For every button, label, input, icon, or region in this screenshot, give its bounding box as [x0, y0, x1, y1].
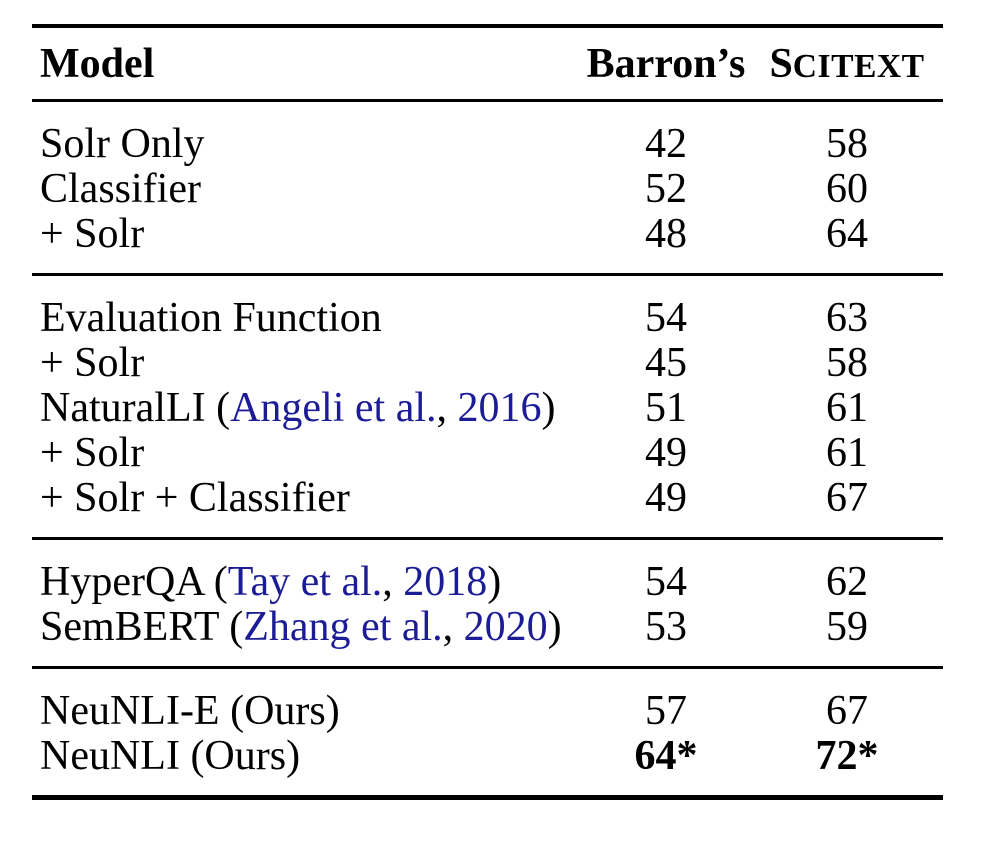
model-cell: Classifier	[32, 167, 581, 212]
barrons-score: 45	[645, 340, 687, 386]
table-row: + Solr 49 61	[32, 431, 943, 476]
model-text: ,	[436, 385, 448, 431]
citation-link[interactable]: Tay et al.	[227, 559, 383, 605]
citation-link[interactable]: Angeli et al.	[230, 385, 437, 431]
model-cell: + Solr + Classifier	[32, 476, 581, 521]
table-row: HyperQA (Tay et al., 2018) 54 62	[32, 560, 943, 605]
model-text: )	[547, 604, 562, 650]
table-row: Classifier 52 60	[32, 167, 943, 212]
scitext-header-initial: S	[769, 40, 793, 87]
scitext-score: 61	[826, 430, 868, 476]
barrons-score: 52	[645, 166, 687, 212]
model-cell: + Solr	[32, 212, 581, 257]
model-text: Classifier	[40, 166, 201, 212]
model-header-label: Model	[40, 40, 155, 87]
model-text: )	[541, 385, 556, 431]
model-text: HyperQA (	[40, 559, 228, 605]
citation-link[interactable]: 2016	[447, 385, 542, 431]
barrons-score: 42	[645, 121, 687, 167]
bottom-rule	[32, 795, 943, 800]
scitext-score: 62	[826, 559, 868, 605]
model-text: ,	[442, 604, 454, 650]
table-group: HyperQA (Tay et al., 2018) 54 62 SemBERT (Z…	[32, 540, 943, 666]
model-cell: NeuNLI (Ours)	[32, 734, 581, 779]
barrons-header-label: Barron’s	[586, 40, 746, 87]
model-text: + Solr	[40, 211, 145, 257]
model-text: + Solr	[40, 430, 145, 476]
table-row: NaturalLI (Angeli et al., 2016) 51 61	[32, 386, 943, 431]
table-row: SemBERT (Zhang et al., 2020) 53 59	[32, 605, 943, 650]
model-text: NeuNLI-E (Ours)	[40, 688, 340, 734]
model-text: NeuNLI (Ours)	[40, 733, 301, 779]
scitext-score: 64	[826, 211, 868, 257]
model-text: Evaluation Function	[40, 295, 382, 341]
top-rule	[32, 24, 943, 28]
model-cell: + Solr	[32, 341, 581, 386]
model-cell: HyperQA (Tay et al., 2018)	[32, 560, 581, 605]
group-divider-rule	[32, 273, 943, 276]
model-cell: Evaluation Function	[32, 296, 581, 341]
barrons-score: 49	[645, 475, 687, 521]
table-row: NeuNLI (Ours) 64* 72*	[32, 734, 943, 779]
model-cell: NaturalLI (Angeli et al., 2016)	[32, 386, 581, 431]
table-group: Evaluation Function 54 63 + Solr 45 58 Natural…	[32, 276, 943, 537]
table-row: + Solr + Classifier 49 67	[32, 476, 943, 521]
table-row: + Solr 48 64	[32, 212, 943, 257]
model-text: ,	[382, 559, 393, 605]
table-row: + Solr 45 58	[32, 341, 943, 386]
table-row: Solr Only 42 58	[32, 122, 943, 167]
column-header-scitext: SCITEXT	[751, 40, 943, 88]
barrons-score: 51	[645, 385, 687, 431]
barrons-score: 54	[645, 559, 687, 605]
barrons-score: 53	[645, 604, 687, 650]
model-text: NaturalLI (	[40, 385, 231, 431]
scitext-header-smallcaps: CITEXT	[792, 47, 925, 85]
citation-link[interactable]: Zhang et al.	[243, 604, 443, 650]
table-row: Evaluation Function 54 63	[32, 296, 943, 341]
model-text: SemBERT (	[40, 604, 244, 650]
model-cell: Solr Only	[32, 122, 581, 167]
scitext-score: 58	[826, 340, 868, 386]
barrons-score: 57	[645, 688, 687, 734]
table-group: Solr Only 42 58 Classifier 52 60 + Solr 48 64	[32, 102, 943, 273]
barrons-score: 54	[645, 295, 687, 341]
scitext-score: 59	[826, 604, 868, 650]
model-text: Solr Only	[40, 121, 205, 167]
model-text: + Solr	[40, 340, 145, 386]
scitext-score: 67	[826, 688, 868, 734]
model-cell: + Solr	[32, 431, 581, 476]
barrons-score: 64*	[634, 733, 698, 779]
table-body: Solr Only 42 58 Classifier 52 60 + Solr 48 64 Eva…	[32, 102, 943, 795]
citation-link[interactable]: 2018	[392, 559, 488, 605]
barrons-score: 49	[645, 430, 687, 476]
table-row: NeuNLI-E (Ours) 57 67	[32, 689, 943, 734]
citation-link[interactable]: 2020	[453, 604, 548, 650]
scitext-score: 72*	[815, 733, 879, 779]
table-header-row: Model Barron’s SCITEXT	[32, 28, 943, 99]
scitext-score: 61	[826, 385, 868, 431]
barrons-score: 48	[645, 211, 687, 257]
model-text: + Solr + Classifier	[40, 475, 350, 521]
column-header-model: Model	[32, 40, 581, 88]
table-group: NeuNLI-E (Ours) 57 67 NeuNLI (Ours) 64* 72*	[32, 669, 943, 795]
group-divider-rule	[32, 666, 943, 669]
group-divider-rule	[32, 537, 943, 540]
scitext-score: 60	[826, 166, 868, 212]
scitext-score: 58	[826, 121, 868, 167]
model-cell: SemBERT (Zhang et al., 2020)	[32, 605, 581, 650]
header-rule	[32, 99, 943, 102]
scitext-score: 63	[826, 295, 868, 341]
model-cell: NeuNLI-E (Ours)	[32, 689, 581, 734]
results-table: Model Barron’s SCITEXT Solr Only 42 58 Clas…	[32, 24, 943, 800]
column-header-barrons: Barron’s	[581, 40, 751, 88]
scitext-score: 67	[826, 475, 868, 521]
model-text: )	[487, 559, 502, 605]
